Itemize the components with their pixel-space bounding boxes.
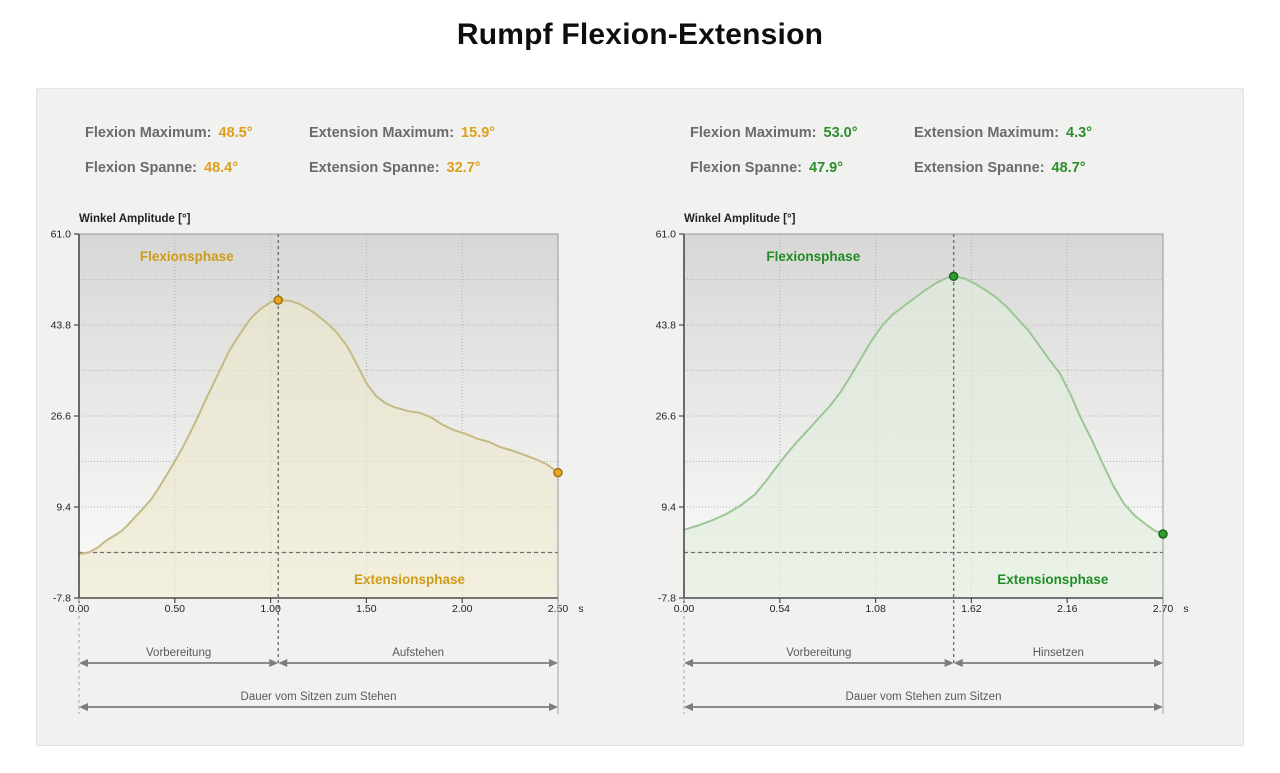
y-tick-label: 61.0 [51,229,72,241]
stat-value: 47.9° [809,160,844,176]
phase2-duration-arrow [953,659,1163,667]
x-tick-label: 2.16 [1057,603,1078,615]
phase2-duration-arrow [278,659,558,667]
peak-marker [948,271,959,282]
phase2-label: Hinsetzen [1033,647,1084,659]
y-tick-label: 26.6 [656,411,677,423]
x-tick-label: 2.00 [452,603,473,615]
phase-label-extension: Extensionsphase [354,572,466,587]
x-tick-label: 1.62 [961,603,982,615]
phase1-label: Vorbereitung [786,647,851,659]
stat-label: Flexion Spanne: [85,160,197,176]
area-fill [79,300,558,598]
stat-label: Flexion Maximum: [85,125,212,141]
phase2-label: Aufstehen [392,647,444,659]
stat-label: Flexion Maximum: [690,125,817,141]
phase1-duration-arrow [79,659,279,667]
angle-amplitude-chart: Winkel Amplitude [°] 61.0 43.8 26.6 9.4 -7.8 0… [37,206,637,736]
stat-flexion-maximum: Flexion Maximum: 48.5° [85,115,253,150]
x-axis-unit-label: s [1183,603,1188,615]
stat-value: 53.0° [823,125,858,141]
end-marker [553,467,563,478]
x-axis-unit-label: s [578,603,583,615]
stat-label: Extension Spanne: [309,160,440,176]
axis-title: Winkel Amplitude [°] [79,213,191,225]
y-tick-label: 61.0 [656,229,677,241]
chart-svg: Winkel Amplitude [°]61.043.826.69.4-7.80… [656,213,1189,714]
stat-extension-maximum: Extension Maximum: 4.3° [914,115,1092,150]
stat-extension-spanne: Extension Spanne: 48.7° [914,150,1092,185]
x-tick-label: 1.50 [356,603,377,615]
y-tick-label: 9.4 [661,502,676,514]
stats-block: Flexion Maximum: 53.0° Flexion Spanne: 47.… [642,115,1242,195]
chart-group-stand-to-sit: Flexion Maximum: 53.0° Flexion Spanne: 47.… [642,89,1242,745]
stat-extension-maximum: Extension Maximum: 15.9° [309,115,495,150]
stat-flexion-maximum: Flexion Maximum: 53.0° [690,115,858,150]
stat-flexion-spanne: Flexion Spanne: 48.4° [85,150,253,185]
phase1-label: Vorbereitung [146,647,211,659]
y-tick-label: 26.6 [51,411,72,423]
y-tick-label: 43.8 [51,320,72,332]
phase-label-flexion: Flexionsphase [766,249,860,264]
angle-amplitude-chart: Winkel Amplitude [°] 61.0 43.8 26.6 9.4 -7.8 0… [642,206,1242,736]
total-duration-arrow [79,703,558,711]
phase-label-flexion: Flexionsphase [140,249,234,264]
y-tick-label: -7.8 [658,593,676,605]
phase-label-extension: Extensionsphase [997,572,1109,587]
chart-group-sit-to-stand: Flexion Maximum: 48.5° Flexion Spanne: 48.… [37,89,637,745]
total-duration-label: Dauer vom Sitzen zum Stehen [241,691,397,703]
y-tick-label: 43.8 [656,320,677,332]
phase1-duration-arrow [684,659,954,667]
x-tick-label: 1.08 [865,603,886,615]
report-panel: Flexion Maximum: 48.5° Flexion Spanne: 48.… [36,88,1244,746]
x-tick-label: 0.00 [674,603,695,615]
end-marker [1158,529,1168,539]
stat-value: 48.5° [218,125,253,141]
stat-label: Extension Maximum: [914,125,1060,141]
stats-block: Flexion Maximum: 48.5° Flexion Spanne: 48.… [37,115,637,195]
stat-value: 15.9° [461,125,496,141]
area-fill [684,276,1163,598]
peak-marker [273,295,284,305]
stat-flexion-spanne: Flexion Spanne: 47.9° [690,150,858,185]
curve-path [683,275,1164,535]
stat-value: 48.7° [1051,160,1086,176]
stat-value: 48.4° [204,160,239,176]
stat-extension-spanne: Extension Spanne: 32.7° [309,150,495,185]
y-tick-label: 9.4 [56,502,71,514]
y-tick-label: -7.8 [53,593,71,605]
total-duration-arrow [684,703,1163,711]
total-duration-label: Dauer vom Stehen zum Sitzen [846,691,1002,703]
x-tick-label: 1.00 [260,603,281,615]
x-tick-label: 0.00 [69,603,90,615]
x-tick-label: 0.50 [165,603,186,615]
chart-svg: Winkel Amplitude [°]61.043.826.69.4-7.80… [51,213,584,714]
axis-title: Winkel Amplitude [°] [684,213,796,225]
stat-value: 4.3° [1066,125,1092,141]
stat-value: 32.7° [446,160,481,176]
x-tick-label: 0.54 [770,603,791,615]
stat-label: Extension Maximum: [309,125,455,141]
page-title: Rumpf Flexion-Extension [456,18,824,51]
stat-label: Flexion Spanne: [690,160,802,176]
stat-label: Extension Spanne: [914,160,1045,176]
